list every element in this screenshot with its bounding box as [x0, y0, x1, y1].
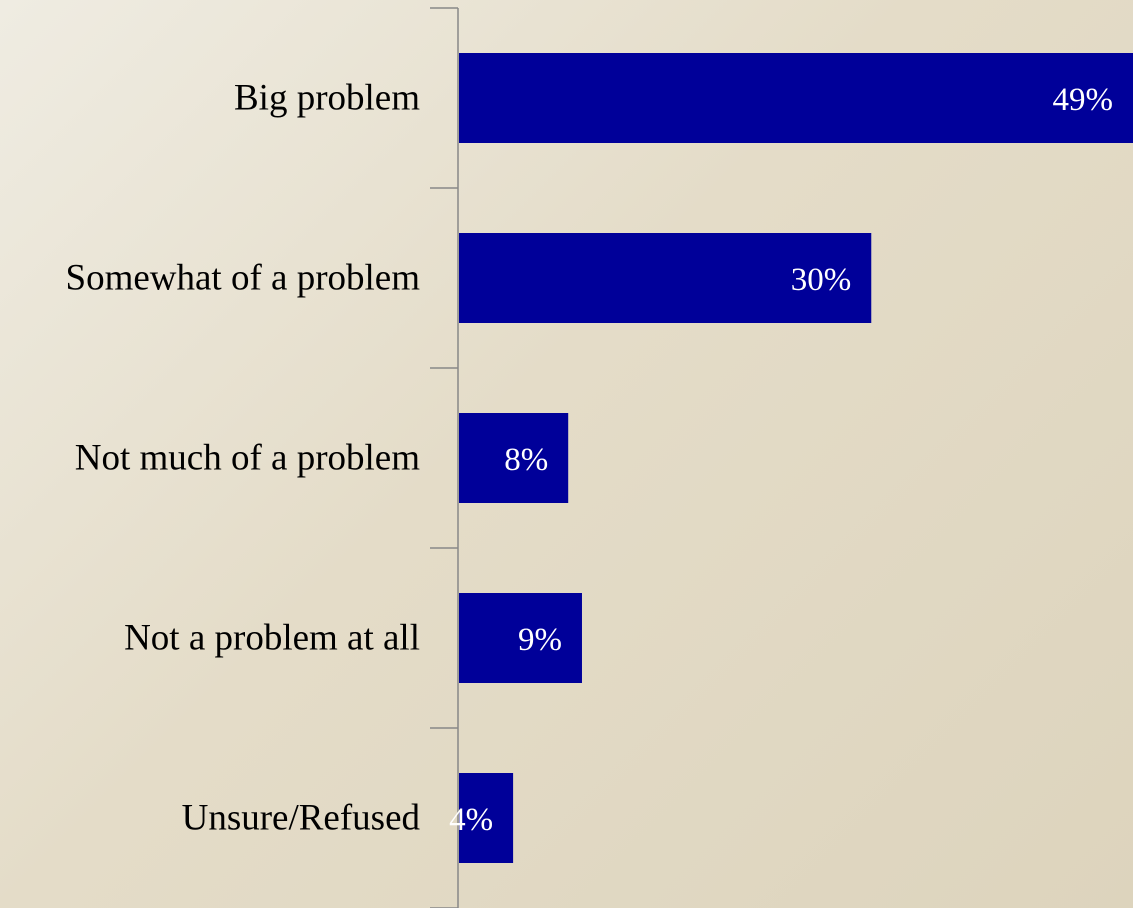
value-label-1: 30% [791, 262, 852, 298]
bar-3 [459, 593, 582, 683]
bar-1 [459, 233, 872, 323]
bar-2 [459, 413, 569, 503]
value-label-2: 8% [504, 442, 548, 478]
category-label-0: Big problem [234, 78, 420, 119]
value-label-4: 4% [449, 802, 493, 838]
bar-0 [459, 53, 1133, 143]
category-label-2: Not much of a problem [75, 438, 420, 479]
value-label-3: 9% [518, 622, 562, 658]
bars-layer [459, 53, 1133, 863]
labels-layer: Big problem 49% Somewhat of a problem 30% No… [66, 78, 1114, 839]
category-label-1: Somewhat of a problem [66, 258, 421, 299]
category-label-4: Unsure/Refused [182, 798, 421, 839]
value-label-0: 49% [1053, 82, 1114, 118]
category-label-3: Not a problem at all [124, 618, 420, 659]
axis-layer [430, 7, 459, 908]
bar-4 [459, 773, 514, 863]
